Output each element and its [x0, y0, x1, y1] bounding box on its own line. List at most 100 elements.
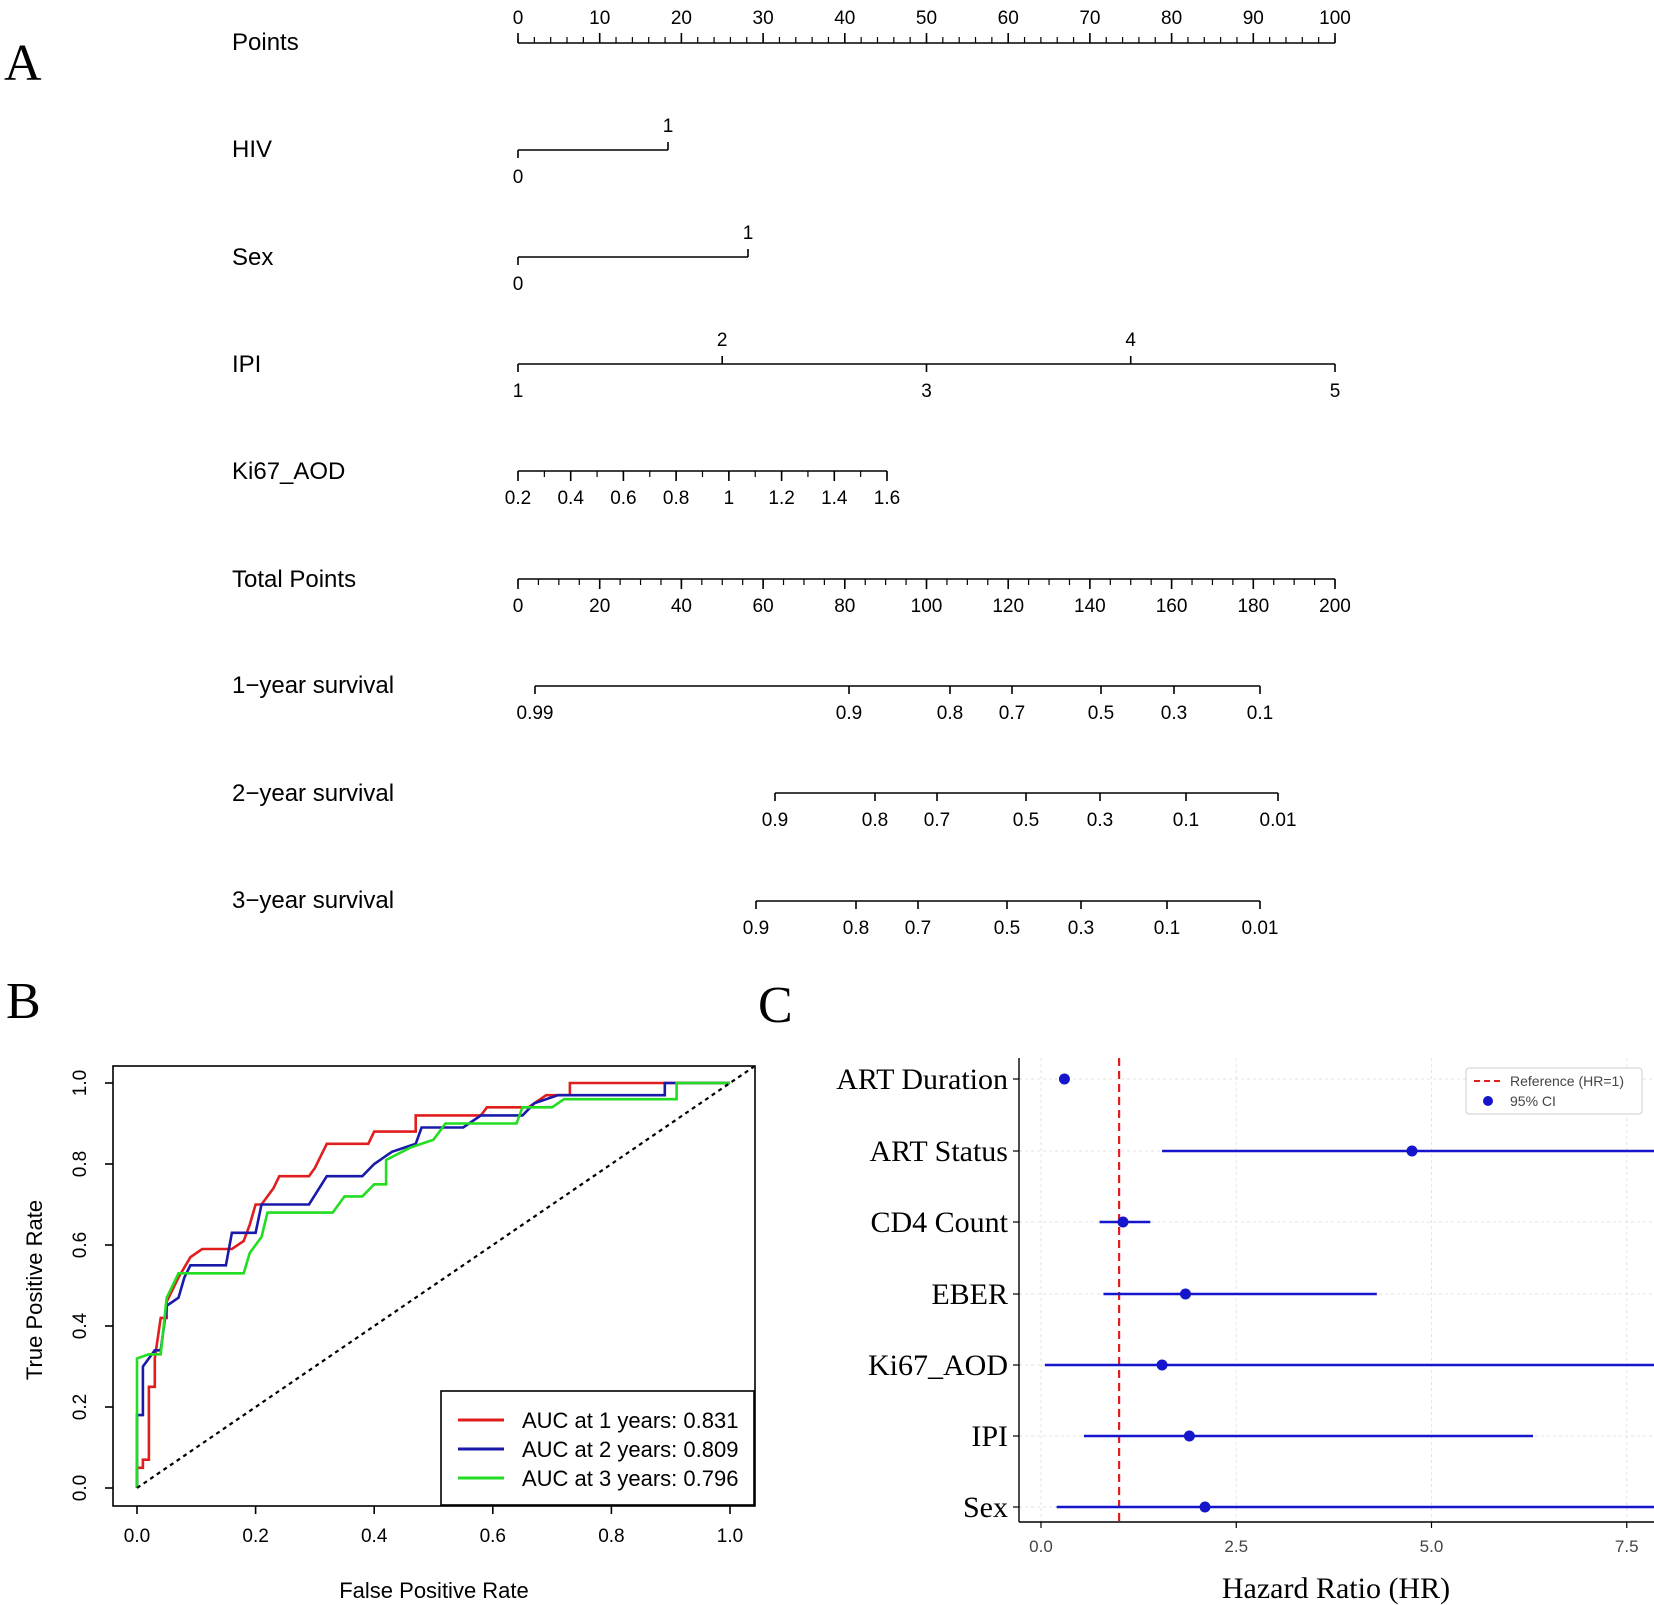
- survival-1y-axis: 0.99 0.9 0.8 0.7 0.5 0.3 0.1: [517, 685, 1273, 724]
- roc-legend-label-3y: AUC at 3 years: 0.796: [522, 1466, 738, 1491]
- forest-x-tick-label: 2.5: [1224, 1537, 1248, 1556]
- roc-legend-box: [440, 1390, 755, 1506]
- roc-x-tick-label: 0.0: [124, 1526, 150, 1547]
- survival-2y-tick-label: 0.8: [862, 810, 888, 831]
- roc-y-tick-label: 0.4: [70, 1312, 91, 1339]
- forest-category-label: Sex: [963, 1491, 1008, 1524]
- forest-category-label: ART Status: [869, 1135, 1008, 1168]
- forest-hr-point: [1156, 1359, 1168, 1371]
- roc-y-tick-label: 0.2: [70, 1394, 91, 1420]
- survival-1y-tick-label: 0.1: [1247, 703, 1273, 724]
- ki67-tick-label: 0.8: [663, 488, 689, 509]
- forest-x-tick-label: 5.0: [1420, 1537, 1444, 1556]
- total-points-tick-label: 80: [834, 596, 855, 617]
- total-points-tick-label: 120: [992, 596, 1024, 617]
- forest-category-label: IPI: [971, 1420, 1008, 1453]
- ki67-tick-label: 1.4: [821, 488, 848, 509]
- ki67-tick-label: 1: [724, 488, 735, 509]
- total-points-tick-label: 180: [1237, 596, 1269, 617]
- survival-1y-tick-label: 0.5: [1088, 703, 1114, 724]
- forest-hr-point: [1117, 1216, 1129, 1228]
- forest-legend-ci-label: 95% CI: [1510, 1093, 1556, 1109]
- nomogram: Points HIV Sex IPI Ki67_AOD Total Points…: [232, 8, 1351, 939]
- points-row-label: Points: [232, 29, 299, 56]
- forest-category-label: Ki67_AOD: [868, 1349, 1008, 1382]
- forest-x-tick-label: 0.0: [1029, 1537, 1053, 1556]
- forest-hr-point: [1058, 1073, 1070, 1085]
- points-tick-label: 30: [753, 8, 774, 29]
- ki67-row-label: Ki67_AOD: [232, 458, 345, 485]
- forest-legend-box: [1465, 1067, 1643, 1115]
- survival-2y-row-label: 2−year survival: [232, 780, 394, 807]
- roc-y-tick-label: 0.6: [70, 1232, 91, 1258]
- points-tick-label: 70: [1079, 8, 1100, 29]
- survival-3y-tick-label: 0.8: [843, 918, 869, 939]
- panel-label-c: C: [758, 977, 793, 1034]
- roc-x-tick-label: 1.0: [717, 1526, 743, 1547]
- ki67-tick-label: 1.2: [768, 488, 794, 509]
- ki67-axis: 0.2 0.4 0.6 0.8 1 1.2 1.4 1.6: [505, 470, 900, 509]
- total-points-tick-label: 100: [911, 596, 943, 617]
- ki67-tick-label: 1.6: [874, 488, 900, 509]
- points-tick-label: 0: [513, 8, 524, 29]
- forest-category-label: ART Duration: [836, 1063, 1008, 1096]
- forest-hr-point: [1199, 1501, 1211, 1513]
- hiv-tick-label: 0: [513, 167, 524, 188]
- survival-1y-tick-label: 0.9: [836, 703, 862, 724]
- roc-plot-frame: [112, 1065, 756, 1507]
- forest-legend-ci-swatch: [1483, 1096, 1493, 1106]
- forest-hr-point: [1406, 1145, 1418, 1157]
- roc-legend-label-2y: AUC at 2 years: 0.809: [522, 1437, 738, 1462]
- points-tick-label: 20: [671, 8, 692, 29]
- total-points-tick-label: 40: [671, 596, 692, 617]
- survival-3y-tick-label: 0.5: [994, 918, 1020, 939]
- total-points-tick-label: 60: [753, 596, 774, 617]
- sex-tick-label: 0: [513, 274, 524, 295]
- points-axis: 0 10 20 30 40 50 60 70 80 90 100: [513, 8, 1351, 44]
- total-points-tick-label: 0: [513, 596, 524, 617]
- total-points-row-label: Total Points: [232, 566, 356, 593]
- ki67-tick-label: 0.4: [557, 488, 584, 509]
- roc-y-tick-label: 1.0: [70, 1070, 91, 1096]
- survival-2y-tick-label: 0.3: [1087, 810, 1113, 831]
- forest-hr-point: [1183, 1430, 1195, 1442]
- total-points-tick-label: 160: [1156, 596, 1188, 617]
- survival-2y-tick-label: 0.9: [762, 810, 788, 831]
- forest-legend: Reference (HR=1) 95% CI: [1465, 1067, 1643, 1115]
- forest-category-label: EBER: [931, 1278, 1008, 1311]
- forest-legend-reference-label: Reference (HR=1): [1510, 1073, 1624, 1089]
- roc-x-tick-label: 0.8: [598, 1526, 624, 1547]
- ipi-tick-label: 1: [513, 381, 524, 402]
- ki67-tick-label: 0.6: [610, 488, 636, 509]
- survival-3y-row-label: 3−year survival: [232, 887, 394, 914]
- roc-x-axis-label: False Positive Rate: [339, 1578, 529, 1603]
- survival-2y-tick-label: 0.7: [924, 810, 950, 831]
- ipi-tick-label: 5: [1330, 381, 1341, 402]
- ipi-tick-label: 2: [717, 330, 728, 351]
- survival-3y-tick-label: 0.01: [1242, 918, 1279, 939]
- points-tick-label: 100: [1319, 8, 1351, 29]
- survival-3y-tick-label: 0.3: [1068, 918, 1094, 939]
- survival-1y-row-label: 1−year survival: [232, 672, 394, 699]
- roc-y-axis-label: True Positive Rate: [22, 1200, 47, 1380]
- points-tick-label: 90: [1243, 8, 1264, 29]
- roc-x-tick-label: 0.6: [480, 1526, 506, 1547]
- roc-x-tick-label: 0.4: [361, 1526, 388, 1547]
- roc-legend-label-1y: AUC at 1 years: 0.831: [522, 1408, 738, 1433]
- roc-x-tick-label: 0.2: [242, 1526, 268, 1547]
- forest-plot: 0.02.55.07.510.012.515.017.5 ART Duratio…: [836, 1058, 1654, 1605]
- ipi-axis: 2 4 1 3 5: [513, 330, 1341, 402]
- roc-curve-3y: [135, 1081, 730, 1488]
- survival-1y-tick-label: 0.8: [937, 703, 963, 724]
- survival-3y-tick-label: 0.9: [743, 918, 769, 939]
- hiv-tick-label: 1: [663, 116, 674, 137]
- ki67-tick-label: 0.2: [505, 488, 531, 509]
- survival-1y-tick-label: 0.99: [517, 703, 554, 724]
- ipi-row-label: IPI: [232, 351, 261, 378]
- points-tick-label: 60: [998, 8, 1019, 29]
- survival-2y-tick-label: 0.01: [1260, 810, 1297, 831]
- survival-1y-tick-label: 0.7: [999, 703, 1025, 724]
- survival-3y-tick-label: 0.1: [1154, 918, 1180, 939]
- roc-curve-1y: [135, 1081, 730, 1488]
